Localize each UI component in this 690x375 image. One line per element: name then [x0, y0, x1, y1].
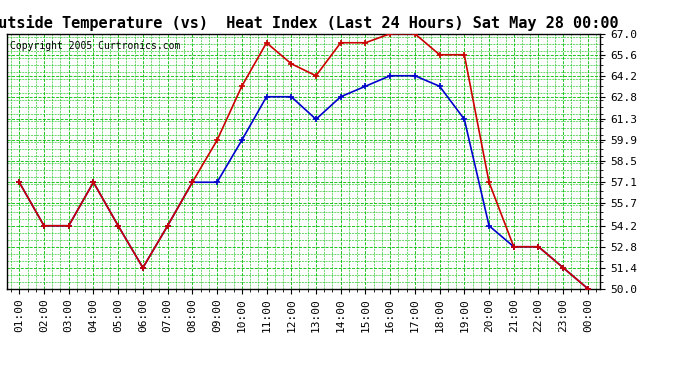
Text: Copyright 2005 Curtronics.com: Copyright 2005 Curtronics.com	[10, 41, 180, 51]
Title: Outside Temperature (vs)  Heat Index (Last 24 Hours) Sat May 28 00:00: Outside Temperature (vs) Heat Index (Las…	[0, 15, 618, 31]
